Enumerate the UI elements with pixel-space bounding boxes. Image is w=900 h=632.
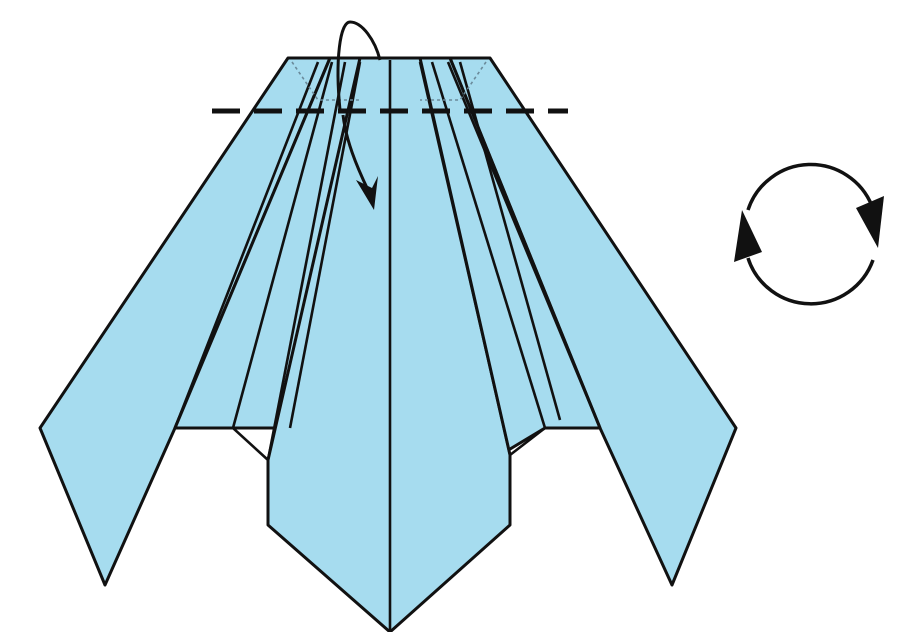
hidden-left-fold	[291, 61, 360, 101]
pleat-line-r3	[446, 61, 602, 429]
hidden-fold-lines	[291, 61, 487, 101]
pleat-line-r2	[430, 61, 547, 429]
pleat-line-r1	[418, 61, 512, 456]
turn-over-icon	[746, 162, 875, 306]
pleat-line-l4	[288, 61, 362, 429]
fold-arrow-shaft	[341, 114, 370, 191]
left-bottom-edge	[175, 426, 269, 461]
right-bottom-edge	[509, 426, 600, 457]
turn-over-arrowhead-left	[734, 210, 762, 262]
folded-paper-model	[38, 56, 738, 632]
turn-over-arrowhead-right	[856, 196, 884, 248]
fold-over-arrow-icon	[336, 20, 382, 111]
pleat-line-l2	[231, 61, 334, 429]
hidden-right-fold	[420, 61, 487, 101]
fold-arrow-head	[356, 176, 378, 210]
crease-lines	[173, 60, 602, 632]
pleat-line-l3	[266, 61, 347, 461]
turn-over-arc-bottom	[746, 257, 875, 306]
pleat-line-r4	[458, 61, 562, 421]
left-outer-flap	[38, 56, 332, 587]
pleat-line-l1	[173, 61, 320, 429]
turn-over-arc-top	[746, 162, 874, 211]
